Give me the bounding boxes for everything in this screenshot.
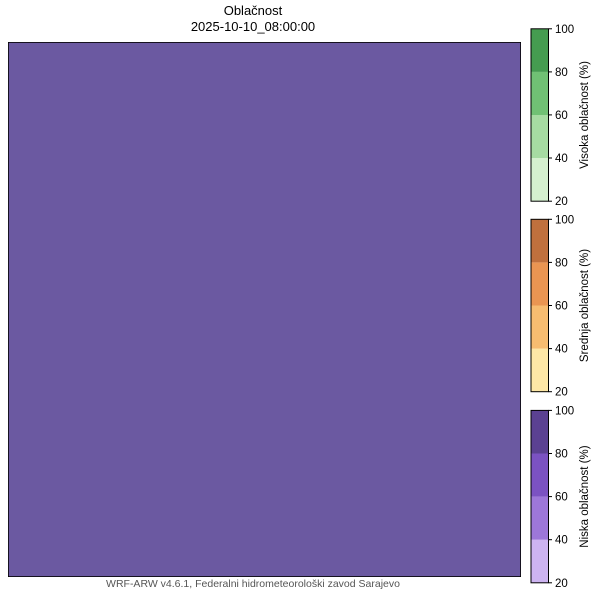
svg-text:Niska oblačnost (%): Niska oblačnost (%) bbox=[579, 445, 591, 547]
svg-text:80: 80 bbox=[555, 257, 568, 269]
svg-text:20: 20 bbox=[555, 196, 568, 208]
svg-text:40: 40 bbox=[555, 344, 568, 356]
svg-text:20: 20 bbox=[555, 578, 568, 590]
svg-text:40: 40 bbox=[555, 153, 568, 165]
svg-text:Srednja oblačnost (%): Srednja oblačnost (%) bbox=[579, 249, 591, 362]
svg-text:80: 80 bbox=[555, 449, 568, 461]
svg-text:100: 100 bbox=[555, 24, 574, 36]
svg-text:20: 20 bbox=[555, 387, 568, 399]
svg-text:80: 80 bbox=[555, 67, 568, 79]
svg-text:60: 60 bbox=[555, 110, 568, 122]
svg-text:40: 40 bbox=[555, 535, 568, 547]
svg-text:100: 100 bbox=[555, 405, 574, 417]
svg-text:60: 60 bbox=[555, 301, 568, 313]
svg-text:100: 100 bbox=[555, 214, 574, 226]
svg-text:60: 60 bbox=[555, 492, 568, 504]
svg-text:Visoka oblačnost (%): Visoka oblačnost (%) bbox=[579, 61, 591, 169]
